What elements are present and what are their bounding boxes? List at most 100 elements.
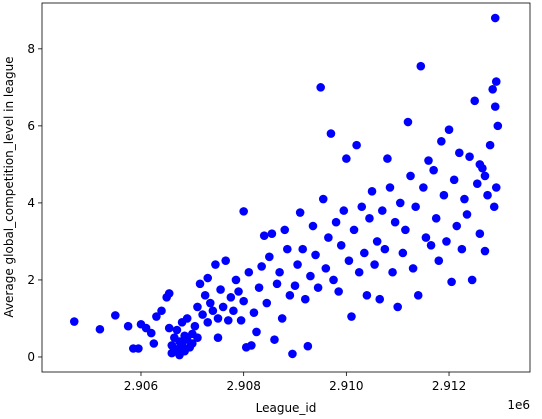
point xyxy=(347,312,356,321)
point xyxy=(419,183,428,192)
point xyxy=(277,314,287,323)
point xyxy=(306,271,315,281)
point xyxy=(265,252,274,262)
y-axis-label: Average global_competition_level in leag… xyxy=(2,56,16,317)
point xyxy=(213,314,223,323)
point xyxy=(488,84,497,94)
point xyxy=(252,327,261,337)
point xyxy=(203,273,213,283)
point xyxy=(321,264,331,273)
point xyxy=(429,165,438,175)
point xyxy=(318,194,328,204)
point xyxy=(152,312,161,321)
point xyxy=(229,306,238,316)
point xyxy=(344,256,354,265)
point xyxy=(182,314,192,323)
point xyxy=(342,154,351,163)
point xyxy=(239,296,248,306)
point xyxy=(470,96,480,106)
point xyxy=(164,323,174,333)
point xyxy=(385,183,395,192)
point xyxy=(491,77,501,86)
point xyxy=(205,298,215,308)
point xyxy=(69,317,79,326)
point xyxy=(249,308,259,317)
point xyxy=(475,229,485,239)
point xyxy=(259,231,269,240)
point xyxy=(370,260,379,269)
point xyxy=(339,206,349,215)
point xyxy=(452,221,462,231)
point xyxy=(411,202,420,212)
point xyxy=(267,229,277,239)
x-tick-label: 2.912 xyxy=(432,379,466,393)
point xyxy=(367,187,377,196)
point xyxy=(283,244,292,254)
point xyxy=(380,244,390,254)
point xyxy=(395,198,405,208)
point xyxy=(254,283,264,292)
x-tick-label: 2.906 xyxy=(124,379,158,393)
point xyxy=(311,250,320,260)
x-tick-label: 2.908 xyxy=(226,379,260,393)
point xyxy=(134,344,143,353)
y-tick-label: 8 xyxy=(27,42,35,56)
point xyxy=(146,328,156,338)
point xyxy=(272,279,282,289)
point xyxy=(372,237,382,246)
point xyxy=(164,289,174,298)
point xyxy=(437,136,446,146)
point xyxy=(231,275,241,285)
point xyxy=(247,341,256,350)
point xyxy=(357,202,367,212)
point xyxy=(485,140,495,150)
point xyxy=(211,260,220,269)
point xyxy=(275,267,284,277)
point xyxy=(462,210,472,219)
point xyxy=(349,225,359,235)
point xyxy=(336,240,346,250)
point xyxy=(390,217,400,227)
x-axis-label: League_id xyxy=(256,401,317,415)
point xyxy=(480,246,490,256)
point xyxy=(123,321,133,331)
point xyxy=(457,244,467,254)
point xyxy=(403,117,413,127)
point xyxy=(280,225,290,235)
point xyxy=(324,233,333,242)
point xyxy=(216,285,225,294)
point xyxy=(465,152,474,161)
point xyxy=(213,333,223,343)
point xyxy=(326,129,336,138)
point xyxy=(157,306,166,316)
point xyxy=(208,306,218,316)
point xyxy=(489,202,499,212)
point xyxy=(293,260,302,269)
point xyxy=(444,125,454,135)
point xyxy=(424,156,433,165)
point xyxy=(360,248,369,258)
point xyxy=(257,262,266,271)
point xyxy=(234,287,243,296)
point xyxy=(431,214,441,223)
point xyxy=(331,217,341,227)
point xyxy=(467,275,477,285)
point xyxy=(218,302,228,312)
point xyxy=(406,171,415,181)
point xyxy=(190,321,200,331)
point xyxy=(303,341,313,351)
point xyxy=(193,302,202,312)
point xyxy=(203,318,213,327)
point xyxy=(472,179,482,188)
point xyxy=(244,267,254,277)
point xyxy=(221,256,230,265)
point xyxy=(352,140,361,150)
point xyxy=(300,294,310,304)
point xyxy=(262,298,272,308)
y-tick-label: 6 xyxy=(27,119,35,133)
point xyxy=(447,277,456,287)
point xyxy=(200,291,210,300)
point xyxy=(421,233,431,242)
point xyxy=(383,154,392,163)
